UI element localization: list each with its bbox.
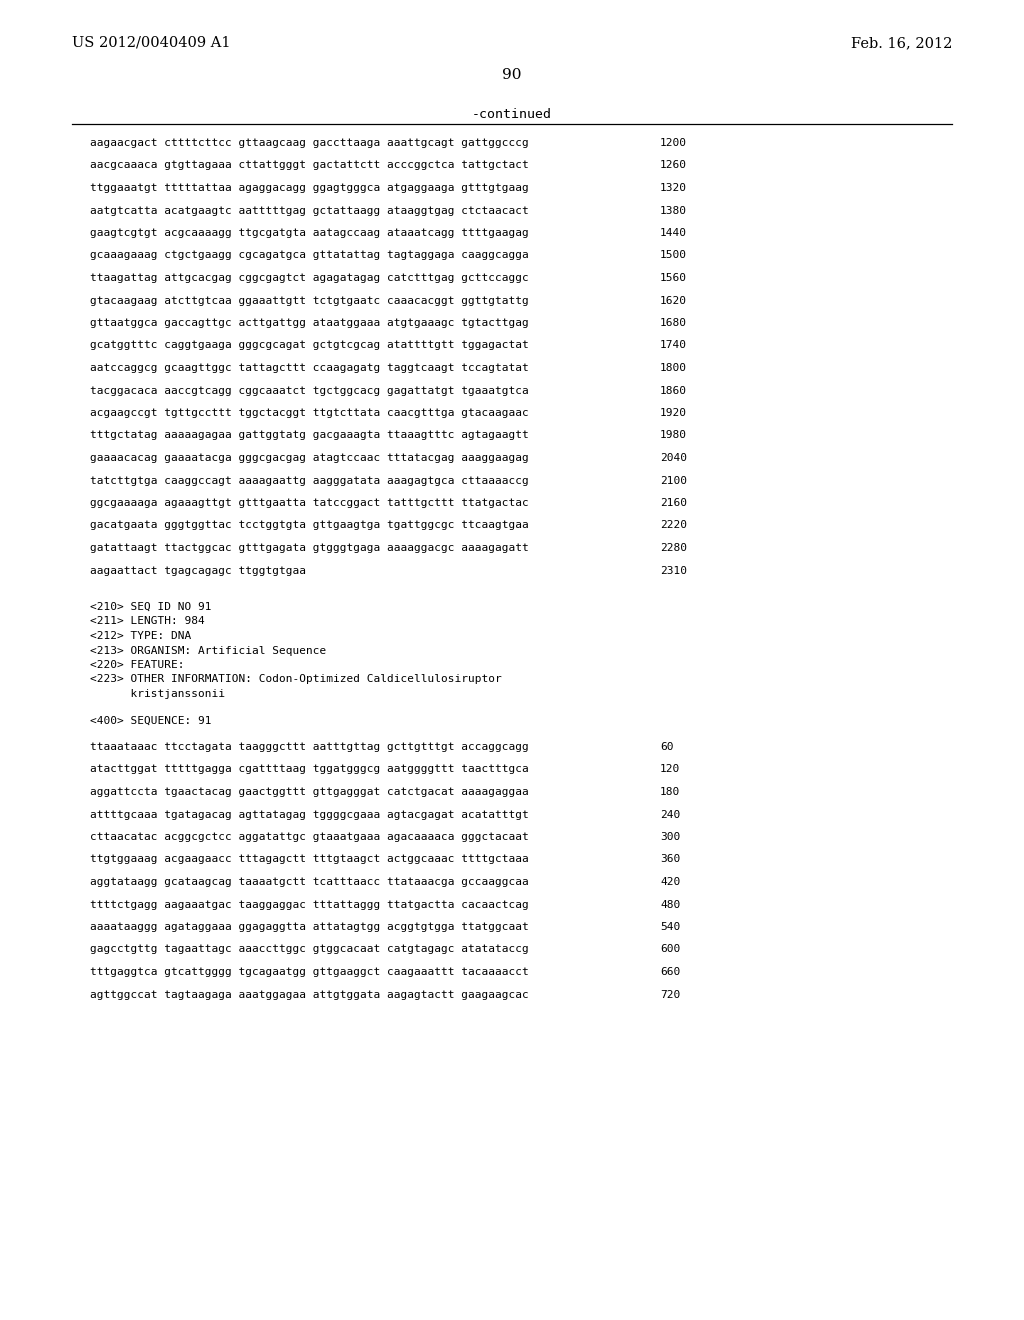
Text: aatgtcatta acatgaagtc aatttttgag gctattaagg ataaggtgag ctctaacact: aatgtcatta acatgaagtc aatttttgag gctatta… [90, 206, 528, 215]
Text: atacttggat tttttgagga cgattttaag tggatgggcg aatggggttt taactttgca: atacttggat tttttgagga cgattttaag tggatgg… [90, 764, 528, 775]
Text: 1500: 1500 [660, 251, 687, 260]
Text: 1680: 1680 [660, 318, 687, 327]
Text: 1200: 1200 [660, 139, 687, 148]
Text: 60: 60 [660, 742, 674, 752]
Text: aacgcaaaca gtgttagaaa cttattgggt gactattctt acccggctca tattgctact: aacgcaaaca gtgttagaaa cttattgggt gactatt… [90, 161, 528, 170]
Text: 600: 600 [660, 945, 680, 954]
Text: ggcgaaaaga agaaagttgt gtttgaatta tatccggact tatttgcttt ttatgactac: ggcgaaaaga agaaagttgt gtttgaatta tatccgg… [90, 498, 528, 508]
Text: gagcctgttg tagaattagc aaaccttggc gtggcacaat catgtagagc atatataccg: gagcctgttg tagaattagc aaaccttggc gtggcac… [90, 945, 528, 954]
Text: -continued: -continued [472, 108, 552, 121]
Text: ttgtggaaag acgaagaacc tttagagctt tttgtaagct actggcaaac ttttgctaaa: ttgtggaaag acgaagaacc tttagagctt tttgtaa… [90, 854, 528, 865]
Text: aggattccta tgaactacag gaactggttt gttgagggat catctgacat aaaagaggaa: aggattccta tgaactacag gaactggttt gttgagg… [90, 787, 528, 797]
Text: US 2012/0040409 A1: US 2012/0040409 A1 [72, 36, 230, 50]
Text: 540: 540 [660, 921, 680, 932]
Text: gttaatggca gaccagttgc acttgattgg ataatggaaa atgtgaaagc tgtacttgag: gttaatggca gaccagttgc acttgattgg ataatgg… [90, 318, 528, 327]
Text: 660: 660 [660, 968, 680, 977]
Text: 1380: 1380 [660, 206, 687, 215]
Text: gaaaacacag gaaaatacga gggcgacgag atagtccaac tttatacgag aaaggaagag: gaaaacacag gaaaatacga gggcgacgag atagtcc… [90, 453, 528, 463]
Text: kristjanssonii: kristjanssonii [90, 689, 225, 700]
Text: attttgcaaa tgatagacag agttatagag tggggcgaaa agtacgagat acatatttgt: attttgcaaa tgatagacag agttatagag tggggcg… [90, 809, 528, 820]
Text: 180: 180 [660, 787, 680, 797]
Text: 1740: 1740 [660, 341, 687, 351]
Text: 2220: 2220 [660, 520, 687, 531]
Text: gcatggtttc caggtgaaga gggcgcagat gctgtcgcag atattttgtt tggagactat: gcatggtttc caggtgaaga gggcgcagat gctgtcg… [90, 341, 528, 351]
Text: gtacaagaag atcttgtcaa ggaaattgtt tctgtgaatc caaacacggt ggttgtattg: gtacaagaag atcttgtcaa ggaaattgtt tctgtga… [90, 296, 528, 305]
Text: gatattaagt ttactggcac gtttgagata gtgggtgaga aaaaggacgc aaaagagatt: gatattaagt ttactggcac gtttgagata gtgggtg… [90, 543, 528, 553]
Text: 2310: 2310 [660, 565, 687, 576]
Text: tttgaggtca gtcattgggg tgcagaatgg gttgaaggct caagaaattt tacaaaacct: tttgaggtca gtcattgggg tgcagaatgg gttgaag… [90, 968, 528, 977]
Text: 2100: 2100 [660, 475, 687, 486]
Text: ttggaaatgt tttttattaa agaggacagg ggagtgggca atgaggaaga gtttgtgaag: ttggaaatgt tttttattaa agaggacagg ggagtgg… [90, 183, 528, 193]
Text: <211> LENGTH: 984: <211> LENGTH: 984 [90, 616, 205, 627]
Text: 2160: 2160 [660, 498, 687, 508]
Text: 2040: 2040 [660, 453, 687, 463]
Text: 1800: 1800 [660, 363, 687, 374]
Text: tacggacaca aaccgtcagg cggcaaatct tgctggcacg gagattatgt tgaaatgtca: tacggacaca aaccgtcagg cggcaaatct tgctggc… [90, 385, 528, 396]
Text: <223> OTHER INFORMATION: Codon-Optimized Caldicellulosiruptor: <223> OTHER INFORMATION: Codon-Optimized… [90, 675, 502, 685]
Text: gcaaagaaag ctgctgaagg cgcagatgca gttatattag tagtaggaga caaggcagga: gcaaagaaag ctgctgaagg cgcagatgca gttatat… [90, 251, 528, 260]
Text: aagaattact tgagcagagc ttggtgtgaa: aagaattact tgagcagagc ttggtgtgaa [90, 565, 306, 576]
Text: 360: 360 [660, 854, 680, 865]
Text: aaaataaggg agataggaaa ggagaggtta attatagtgg acggtgtgga ttatggcaat: aaaataaggg agataggaaa ggagaggtta attatag… [90, 921, 528, 932]
Text: 1260: 1260 [660, 161, 687, 170]
Text: <400> SEQUENCE: 91: <400> SEQUENCE: 91 [90, 715, 212, 726]
Text: 1620: 1620 [660, 296, 687, 305]
Text: 1440: 1440 [660, 228, 687, 238]
Text: gaagtcgtgt acgcaaaagg ttgcgatgta aatagccaag ataaatcagg ttttgaagag: gaagtcgtgt acgcaaaagg ttgcgatgta aatagcc… [90, 228, 528, 238]
Text: cttaacatac acggcgctcc aggatattgc gtaaatgaaa agacaaaaca gggctacaat: cttaacatac acggcgctcc aggatattgc gtaaatg… [90, 832, 528, 842]
Text: <212> TYPE: DNA: <212> TYPE: DNA [90, 631, 191, 642]
Text: gacatgaata gggtggttac tcctggtgta gttgaagtga tgattggcgc ttcaagtgaa: gacatgaata gggtggttac tcctggtgta gttgaag… [90, 520, 528, 531]
Text: 1560: 1560 [660, 273, 687, 282]
Text: tatcttgtga caaggccagt aaaagaattg aagggatata aaagagtgca cttaaaaccg: tatcttgtga caaggccagt aaaagaattg aagggat… [90, 475, 528, 486]
Text: Feb. 16, 2012: Feb. 16, 2012 [851, 36, 952, 50]
Text: 120: 120 [660, 764, 680, 775]
Text: ttaaataaac ttcctagata taagggcttt aatttgttag gcttgtttgt accaggcagg: ttaaataaac ttcctagata taagggcttt aatttgt… [90, 742, 528, 752]
Text: 1920: 1920 [660, 408, 687, 418]
Text: 480: 480 [660, 899, 680, 909]
Text: aatccaggcg gcaagttggc tattagcttt ccaagagatg taggtcaagt tccagtatat: aatccaggcg gcaagttggc tattagcttt ccaagag… [90, 363, 528, 374]
Text: acgaagccgt tgttgccttt tggctacggt ttgtcttata caacgtttga gtacaagaac: acgaagccgt tgttgccttt tggctacggt ttgtctt… [90, 408, 528, 418]
Text: 420: 420 [660, 876, 680, 887]
Text: ttaagattag attgcacgag cggcgagtct agagatagag catctttgag gcttccaggc: ttaagattag attgcacgag cggcgagtct agagata… [90, 273, 528, 282]
Text: <220> FEATURE:: <220> FEATURE: [90, 660, 184, 671]
Text: 1320: 1320 [660, 183, 687, 193]
Text: agttggccat tagtaagaga aaatggagaa attgtggata aagagtactt gaagaagcac: agttggccat tagtaagaga aaatggagaa attgtgg… [90, 990, 528, 999]
Text: ttttctgagg aagaaatgac taaggaggac tttattaggg ttatgactta cacaactcag: ttttctgagg aagaaatgac taaggaggac tttatta… [90, 899, 528, 909]
Text: aagaacgact cttttcttcc gttaagcaag gaccttaaga aaattgcagt gattggcccg: aagaacgact cttttcttcc gttaagcaag gacctta… [90, 139, 528, 148]
Text: <213> ORGANISM: Artificial Sequence: <213> ORGANISM: Artificial Sequence [90, 645, 327, 656]
Text: aggtataagg gcataagcag taaaatgctt tcatttaacc ttataaacga gccaaggcaa: aggtataagg gcataagcag taaaatgctt tcattta… [90, 876, 528, 887]
Text: 2280: 2280 [660, 543, 687, 553]
Text: 240: 240 [660, 809, 680, 820]
Text: 1860: 1860 [660, 385, 687, 396]
Text: tttgctatag aaaaagagaa gattggtatg gacgaaagta ttaaagtttc agtagaagtt: tttgctatag aaaaagagaa gattggtatg gacgaaa… [90, 430, 528, 441]
Text: <210> SEQ ID NO 91: <210> SEQ ID NO 91 [90, 602, 212, 612]
Text: 90: 90 [502, 69, 522, 82]
Text: 300: 300 [660, 832, 680, 842]
Text: 720: 720 [660, 990, 680, 999]
Text: 1980: 1980 [660, 430, 687, 441]
